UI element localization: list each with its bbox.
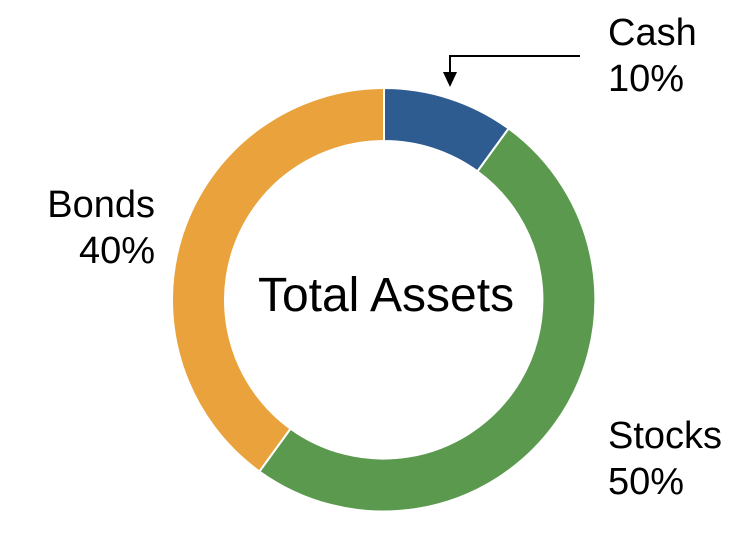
label-cash: Cash 10%	[608, 10, 697, 102]
donut-slices-group	[171, 86, 597, 513]
donut-slice-bonds	[171, 86, 385, 473]
label-stocks: Stocks 50%	[608, 413, 722, 505]
label-stocks-name: Stocks	[608, 415, 723, 457]
label-cash-percent: 10%	[608, 58, 685, 100]
cash-annotation-arrow-icon	[443, 55, 580, 87]
label-stocks-percent: 50%	[608, 461, 685, 503]
label-bonds: Bonds 40%	[47, 182, 155, 274]
donut-slice-stocks	[257, 127, 597, 513]
chart-center-title: Total Assets	[257, 269, 515, 322]
label-bonds-percent: 40%	[78, 230, 155, 272]
label-bonds-name: Bonds	[47, 184, 155, 226]
label-cash-name: Cash	[608, 12, 697, 54]
